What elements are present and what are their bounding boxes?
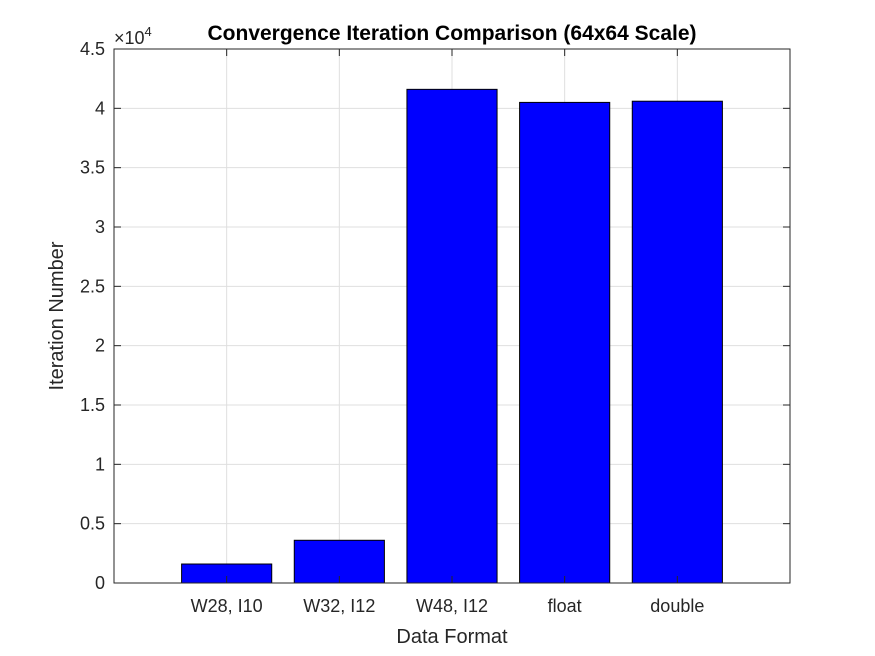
y-tick-label: 4.5 — [80, 39, 105, 59]
y-tick-label: 1 — [95, 454, 105, 474]
bar — [406, 88, 498, 584]
x-axis-label: Data Format — [396, 626, 508, 648]
y-tick-label: 2.5 — [80, 276, 105, 296]
y-exponent-label: ×104 — [114, 24, 152, 48]
x-tick-label: W32, I12 — [303, 596, 375, 616]
chart-title: Convergence Iteration Comparison (64x64 … — [208, 22, 697, 45]
y-tick-label: 3 — [95, 217, 105, 237]
y-tick-label: 1.5 — [80, 395, 105, 415]
y-exponent-power: 4 — [145, 24, 152, 39]
x-tick-label: W28, I10 — [191, 596, 263, 616]
y-tick-label: 3.5 — [80, 158, 105, 178]
y-tick-label: 0 — [95, 573, 105, 593]
y-exponent-base: ×10 — [114, 28, 145, 48]
bar — [519, 101, 611, 584]
y-tick-label: 2 — [95, 336, 105, 356]
y-tick-label: 0.5 — [80, 514, 105, 534]
y-axis-label: Iteration Number — [46, 241, 68, 390]
bar — [631, 100, 723, 584]
x-tick-label: double — [650, 596, 704, 616]
bar — [293, 539, 385, 584]
bars — [181, 88, 723, 584]
tick-labels: 0 0.5 1 1.5 2 2.5 3 3.5 4 4.5 W28, I10 W32, I12 W48,… — [80, 39, 704, 616]
x-tick-label: float — [548, 596, 582, 616]
y-tick-label: 4 — [95, 98, 105, 118]
x-tick-label: W48, I12 — [416, 596, 488, 616]
axis-ticks — [114, 48, 790, 584]
